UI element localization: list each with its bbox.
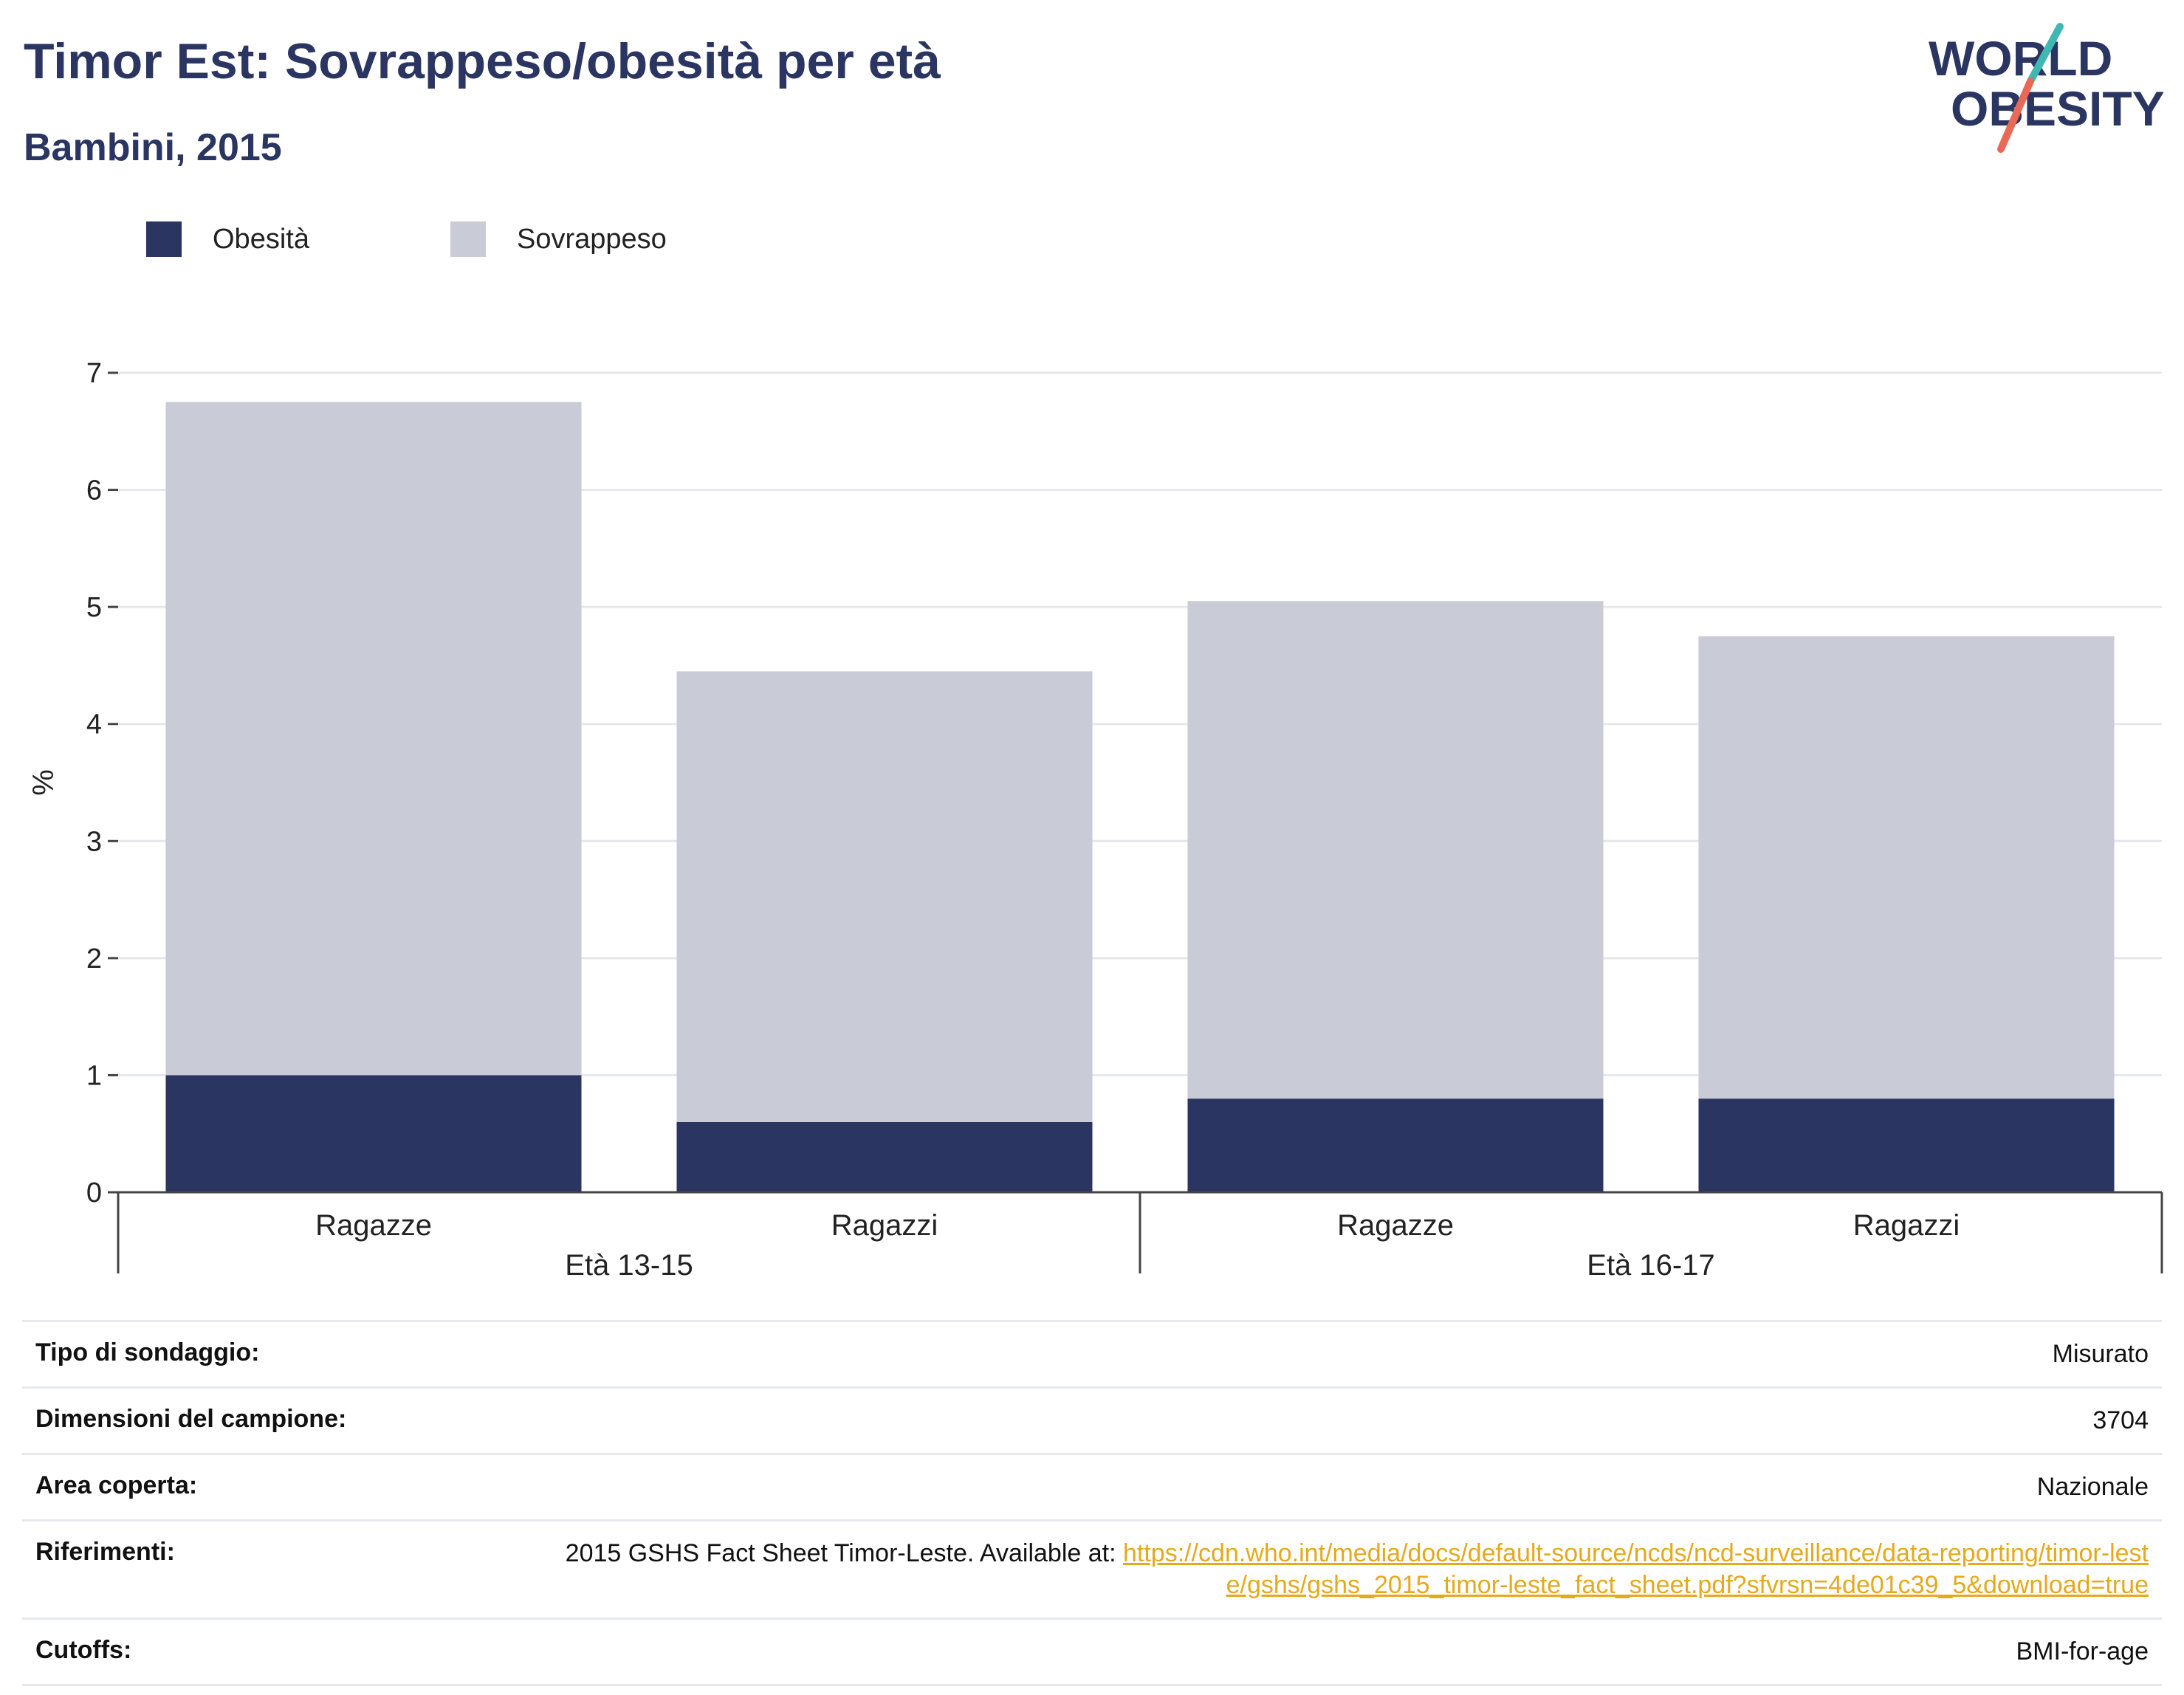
bar-overweight — [1187, 601, 1604, 1099]
meta-label: Dimensioni del campione: — [35, 1405, 347, 1433]
meta-row-references: Riferimenti: 2015 GSHS Fact Sheet Timor-… — [22, 1519, 2162, 1617]
meta-value: Misurato — [2052, 1340, 2149, 1368]
x-group-label: Età 13-15 — [565, 1249, 693, 1282]
logo-text-world: WORLD — [1929, 31, 2112, 86]
survey-info-table: Tipo di sondaggio: Misurato Dimensioni d… — [22, 1320, 2162, 1686]
meta-value: Nazionale — [2036, 1473, 2149, 1501]
y-tick-label: 1 — [86, 1060, 102, 1091]
y-tick-label: 2 — [86, 943, 102, 974]
logo-slash-teal — [2027, 23, 2064, 85]
chart-title: Timor Est: Sovrappeso/obesità per età — [24, 33, 941, 89]
meta-value: BMI-for-age — [2016, 1637, 2149, 1665]
meta-row-survey-type: Tipo di sondaggio: Misurato — [22, 1320, 2162, 1386]
logo-text-obesity: OBESITY — [1951, 81, 2163, 136]
meta-row-sample-size: Dimensioni del campione: 3704 — [22, 1386, 2162, 1453]
meta-label: Riferimenti: — [35, 1538, 175, 1566]
x-group-label: Età 16-17 — [1587, 1249, 1714, 1282]
bar-obesity — [165, 1075, 582, 1192]
bar-chart: 0 1 2 3 4 5 6 7% Ragazze Ragazzi Ragazze Ragazzi Età… — [27, 358, 2163, 1282]
meta-value: 3704 — [2092, 1406, 2149, 1434]
meta-label: Cutoffs: — [35, 1636, 132, 1664]
y-tick-label: 5 — [86, 592, 102, 623]
bar-obesity — [676, 1121, 1093, 1192]
x-tick-label: Ragazze — [1337, 1209, 1454, 1242]
legend-swatch-overweight — [450, 221, 486, 257]
bar-overweight — [165, 402, 582, 1076]
y-tick-label: 6 — [86, 475, 102, 506]
bar-obesity — [1187, 1099, 1604, 1192]
logo-slash-coral — [1997, 78, 2034, 153]
y-tick-label: 3 — [86, 826, 102, 857]
x-tick-label: Ragazzi — [1853, 1209, 1960, 1242]
x-tick-label: Ragazze — [315, 1209, 432, 1242]
meta-row-area-covered: Area coperta: Nazionale — [22, 1453, 2162, 1519]
meta-label: Area coperta: — [35, 1471, 198, 1499]
y-tick-label: 0 — [86, 1177, 102, 1208]
bar-overweight — [1698, 636, 2115, 1099]
legend-label-overweight: Sovrappeso — [517, 224, 667, 255]
legend-swatch-obesity — [146, 221, 182, 257]
y-axis-label: % — [27, 769, 60, 796]
world-obesity-logo: WORLD OBESITY — [1929, 23, 2163, 153]
legend-label-obesity: Obesità — [213, 224, 309, 255]
y-tick-label: 4 — [86, 709, 102, 740]
y-tick-label: 7 — [86, 358, 102, 389]
meta-row-cutoffs: Cutoffs: BMI-for-age — [22, 1617, 2162, 1686]
bar-overweight — [676, 671, 1093, 1122]
meta-value: 2015 GSHS Fact Sheet Timor-Leste. Availa… — [552, 1538, 2149, 1601]
x-tick-label: Ragazzi — [831, 1209, 938, 1242]
meta-label: Tipo di sondaggio: — [35, 1338, 260, 1366]
reference-text: 2015 GSHS Fact Sheet Timor-Leste. Availa… — [565, 1539, 1123, 1567]
chart-subtitle: Bambini, 2015 — [24, 126, 282, 169]
reference-link[interactable]: https://cdn.who.int/media/docs/default-s… — [1122, 1539, 2149, 1599]
bar-obesity — [1698, 1099, 2115, 1192]
